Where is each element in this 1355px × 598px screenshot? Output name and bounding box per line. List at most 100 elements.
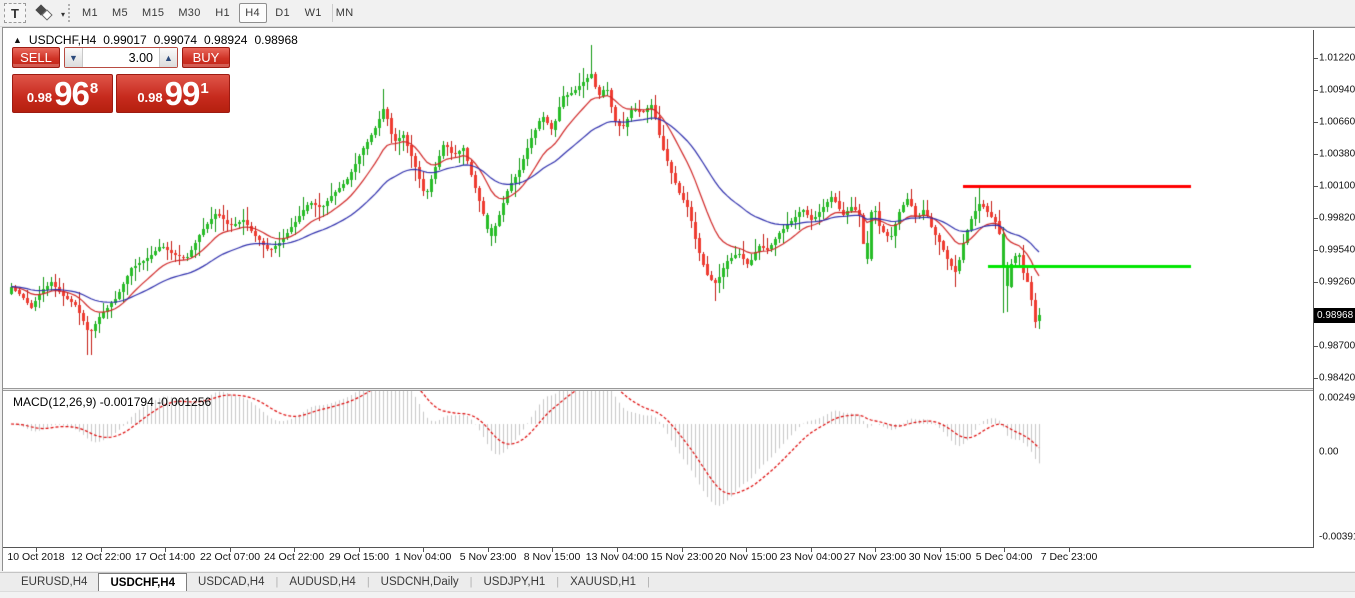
price-tick-mark [1313,250,1318,251]
sell-quote-box[interactable]: 0.98 96 8 [12,74,113,113]
buy-price-pip: 1 [200,80,209,97]
tab-usdchf-h4[interactable]: USDCHF,H4 [98,573,188,591]
tab-audusd-h4[interactable]: AUDUSD,H4 [289,576,356,588]
date-tick-label: 23 Nov 04:00 [779,551,843,563]
tab-usdcad-h4[interactable]: USDCAD,H4 [198,576,265,588]
timeframe-toolbar: M1 M5 M15 M30 H1 H4 D1 W1 MN [76,3,359,23]
price-tick-label: 0.99820 [1319,212,1355,224]
date-tick-mark [101,548,102,552]
date-tick-mark [230,548,231,552]
tab-eurusd-h4[interactable]: EURUSD,H4 [21,576,88,588]
arrows-tool-button[interactable]: ▾ [32,3,66,23]
volume-stepper: ▼ 3.00 ▲ [64,47,178,68]
buy-button[interactable]: BUY [182,47,230,68]
timeframe-button-h1[interactable]: H1 [215,7,230,19]
timeframe-button-m15[interactable]: M15 [142,7,165,19]
chart-window: ▲ USDCHF,H4 0.99017 0.99074 0.98924 0.98… [2,27,1355,571]
timeframe-button-d1[interactable]: D1 [275,7,290,19]
date-tick-label: 15 Nov 23:00 [650,551,714,563]
sell-price-big: 96 [54,75,90,112]
date-tick-mark [875,548,876,552]
date-tick-label: 8 Nov 15:00 [523,551,581,563]
one-click-trading-panel: SELL ▼ 3.00 ▲ BUY 0.98 96 8 0.98 [12,47,230,113]
buy-price-big: 99 [164,75,201,112]
timeframe-button-m30[interactable]: M30 [178,7,201,19]
timeframe-button-mn[interactable]: MN [335,7,354,19]
date-tick-label: 29 Oct 15:00 [328,551,390,563]
dropdown-caret-icon[interactable]: ▾ [60,10,65,19]
date-tick-mark [811,548,812,552]
date-tick-label: 17 Oct 14:00 [134,551,196,563]
ohlc-close: 0.98968 [254,33,298,47]
toolbar-grip[interactable] [68,4,71,22]
buy-price-prefix: 0.98 [137,90,163,105]
date-tick-mark [1004,548,1005,552]
timeframe-button-m1[interactable]: M1 [82,7,98,19]
price-tick-label: 1.01220 [1319,52,1355,64]
date-tick-mark [359,548,360,552]
date-tick-mark [36,548,37,552]
timeframe-button-m5[interactable]: M5 [112,7,128,19]
date-tick-mark [746,548,747,552]
sell-price-pip: 8 [89,80,99,97]
timeframe-button-h4[interactable]: H4 [238,3,267,23]
date-tick-label: 5 Nov 23:00 [459,551,517,563]
price-tick-label: 1.00660 [1319,116,1355,128]
date-tick-label: 12 Oct 22:00 [70,551,132,563]
tab-usdjpy-h1[interactable]: USDJPY,H1 [483,576,546,588]
volume-input[interactable]: 3.00 [83,48,159,67]
date-tick-label: 13 Nov 04:00 [585,551,649,563]
text-tool-button[interactable]: T [4,3,26,23]
date-tick-mark [940,548,941,552]
ohlc-high: 0.99074 [153,33,198,47]
sell-price-prefix: 0.98 [26,90,53,105]
price-tick-mark [1313,218,1318,219]
macd-indicator-canvas[interactable] [3,391,1313,547]
sell-button[interactable]: SELL [12,47,60,68]
tab-divider: | [556,576,560,588]
price-tick-mark [1313,346,1318,347]
price-tick-mark [1313,122,1318,123]
sell-button-label: SELL [20,50,52,65]
date-tick-mark [488,548,489,552]
macd-tick-label: 0.00 [1319,446,1339,458]
volume-increase-button[interactable]: ▲ [159,48,177,67]
macd-tick-label: -0.003913 [1319,531,1355,543]
date-tick-label: 30 Nov 15:00 [908,551,972,563]
date-tick-mark [294,548,295,552]
buy-quote-box[interactable]: 0.98 99 1 [116,74,230,113]
buy-button-label: BUY [192,50,220,65]
text-tool-icon: T [11,5,19,21]
tab-divider: | [366,576,370,588]
tab-xauusd-h1[interactable]: XAUUSD,H1 [570,576,636,588]
timeframe-button-w1[interactable]: W1 [304,7,322,19]
price-tick-mark [1313,282,1318,283]
date-tick-label: 1 Nov 04:00 [394,551,452,563]
date-tick-mark [1069,548,1070,552]
date-tick-label: 5 Dec 04:00 [975,551,1033,563]
toolbar-separator [332,4,333,22]
date-tick-mark [682,548,683,552]
price-tick-label: 0.98700 [1319,340,1355,352]
tab-usdcnh-daily[interactable]: USDCNH,Daily [380,576,459,588]
date-tick-label: 27 Nov 23:00 [843,551,907,563]
ohlc-low: 0.98924 [204,33,248,47]
price-tick-label: 0.99260 [1319,276,1355,288]
date-tick-mark [165,548,166,552]
price-tick-mark [1313,378,1318,379]
caret-down-icon: ▼ [69,52,78,63]
price-axis-border [1313,30,1314,547]
date-tick-mark [423,548,424,552]
price-tick-label: 0.98420 [1319,372,1355,384]
collapse-quote-panel-icon[interactable]: ▲ [13,35,22,45]
chart-symbol: USDCHF,H4 [28,33,97,47]
ohlc-open: 0.99017 [103,33,147,47]
tab-divider: | [469,576,473,588]
pane-splitter[interactable] [3,388,1313,391]
date-tick-label: 10 Oct 2018 [7,551,65,563]
volume-decrease-button[interactable]: ▼ [65,48,83,67]
time-axis-border [3,547,1314,548]
date-tick-label: 20 Nov 15:00 [714,551,778,563]
current-price-tag: 0.98968 [1314,308,1355,323]
date-tick-mark [617,548,618,552]
